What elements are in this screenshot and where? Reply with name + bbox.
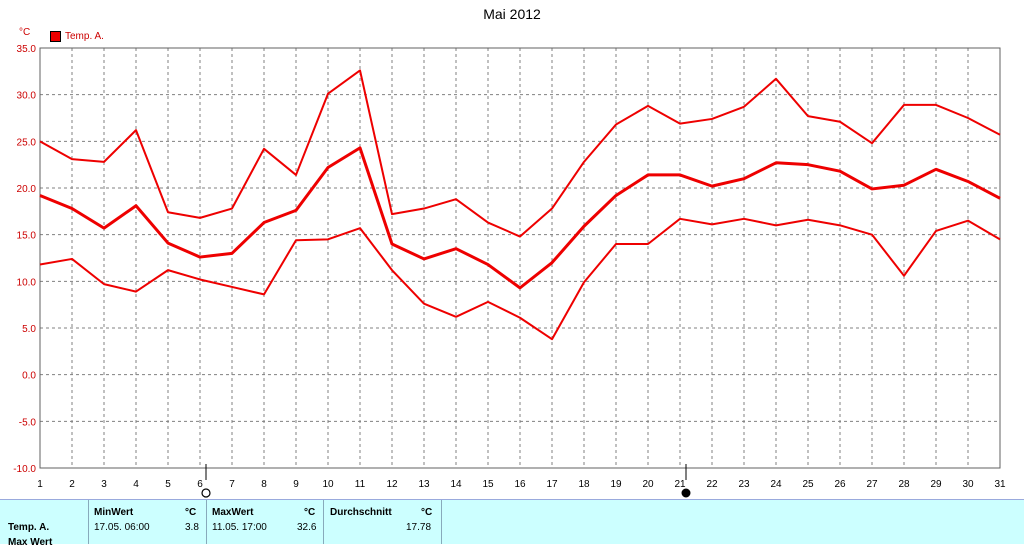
x-tick-label: 14 [450,479,462,490]
new-moon-icon [681,488,691,498]
y-axis-unit: °C [19,27,31,38]
x-tick-label: 31 [994,479,1006,490]
x-tick-label: 26 [834,479,846,490]
avg-header: Durchschnitt [330,507,392,518]
max-unit: °C [304,507,316,518]
y-tick-label: 30.0 [17,91,37,102]
y-tick-label: -10.0 [13,464,36,475]
min-header: MinWert [94,507,134,518]
series-line-min [39,217,1001,341]
x-tick-label: 4 [133,479,139,490]
x-tick-label: 18 [578,479,590,490]
y-tick-label: 25.0 [17,137,37,148]
min-value: 3.8 [185,522,199,533]
x-tick-label: 19 [610,479,622,490]
stats-table: Temp. A. Max Wert MinWert °C 17.05. 06:0… [0,499,1024,548]
line-chart: 35.030.025.020.015.010.05.00.0-5.0-10.01… [13,44,1006,498]
x-tick-label: 23 [738,479,750,490]
series-line-avg [39,146,1001,290]
plot-frame [39,47,1001,469]
column-divider [323,500,324,544]
min-time: 17.05. 06:00 [94,522,150,533]
x-tick-label: 17 [546,479,558,490]
x-tick-label: 10 [322,479,334,490]
x-tick-label: 15 [482,479,494,490]
x-tick-label: 3 [101,479,107,490]
series-line-max [39,69,1001,238]
x-tick-label: 8 [261,479,267,490]
x-tick-label: 6 [197,479,203,490]
y-tick-label: -5.0 [19,417,37,428]
x-tick-label: 11 [355,479,366,490]
x-tick-label: 24 [770,479,782,490]
min-unit: °C [185,507,197,518]
avg-value: 17.78 [406,522,432,533]
max-time: 11.05. 17:00 [212,522,267,533]
y-tick-label: 0.0 [22,371,36,382]
x-tick-label: 12 [386,479,398,490]
chart-title: Mai 2012 [483,6,541,22]
avg-unit: °C [421,507,433,518]
x-tick-label: 16 [514,479,526,490]
legend-label: Temp. A. [65,31,104,42]
x-tick-label: 9 [293,479,299,490]
x-tick-label: 13 [418,479,430,490]
y-tick-label: 35.0 [17,44,37,55]
x-tick-label: 25 [802,479,814,490]
x-tick-label: 29 [930,479,942,490]
x-tick-label: 7 [229,479,235,490]
x-tick-label: 5 [165,479,171,490]
row-label: Temp. A. [8,522,50,533]
x-tick-label: 2 [69,479,75,490]
x-tick-label: 22 [706,479,718,490]
max-header: MaxWert [212,507,254,518]
x-tick-label: 27 [866,479,878,490]
max-value: 32.6 [297,522,317,533]
full-moon-icon [201,488,211,498]
y-tick-label: 10.0 [17,277,37,288]
x-tick-label: 21 [674,479,686,490]
column-divider [441,500,442,544]
x-tick-label: 1 [37,479,43,490]
x-tick-label: 28 [898,479,910,490]
x-tick-label: 20 [642,479,654,490]
legend-swatch [50,31,61,42]
y-tick-label: 5.0 [22,324,36,335]
column-divider [206,500,207,544]
y-tick-label: 15.0 [17,231,37,242]
x-tick-label: 30 [962,479,974,490]
y-tick-label: 20.0 [17,184,37,195]
legend: Temp. A. [50,31,104,42]
column-divider [88,500,89,544]
